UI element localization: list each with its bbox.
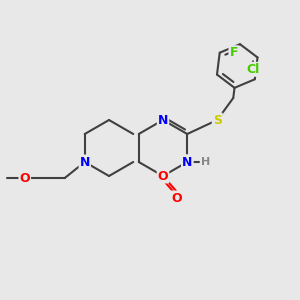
Text: O: O xyxy=(158,169,168,182)
Text: N: N xyxy=(182,155,192,169)
Text: N: N xyxy=(158,113,168,127)
Text: Cl: Cl xyxy=(246,63,260,76)
Text: N: N xyxy=(80,155,90,169)
Text: O: O xyxy=(172,191,182,205)
Text: O: O xyxy=(20,172,30,184)
Text: S: S xyxy=(213,113,222,127)
Text: N: N xyxy=(182,155,192,169)
Text: H: H xyxy=(201,157,210,167)
Text: F: F xyxy=(230,46,238,59)
